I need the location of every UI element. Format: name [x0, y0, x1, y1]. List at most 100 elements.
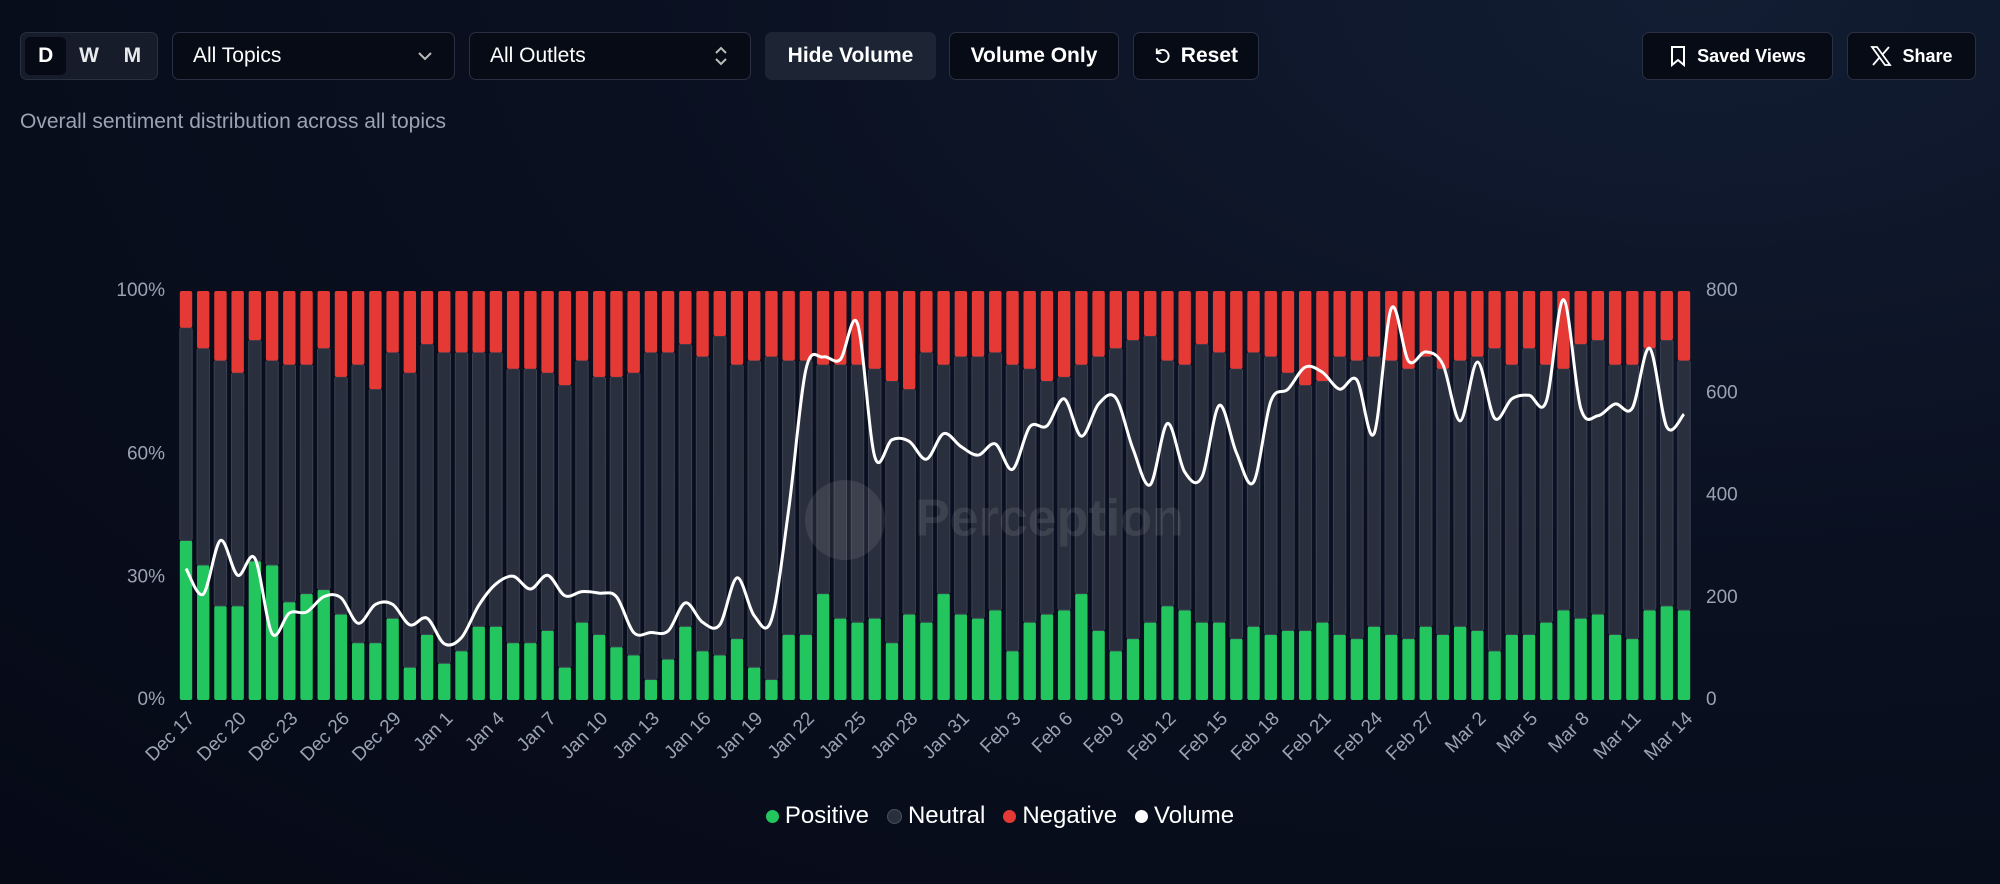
bar-segment [1298, 291, 1312, 386]
bar-segment [1247, 626, 1260, 700]
bar-segment [1522, 634, 1536, 700]
x-tick-label: Mar 11 [1590, 708, 1646, 764]
volume-only-button[interactable]: Volume Only [949, 32, 1119, 80]
bar-segment [1160, 360, 1175, 607]
bar-segment [1298, 630, 1312, 700]
bar-segment [1195, 622, 1209, 700]
bar-segment [506, 642, 520, 700]
topic-select[interactable]: All Topics [172, 32, 455, 80]
watermark-logo [805, 480, 885, 560]
bar-segment [1574, 291, 1587, 345]
bar-segment [1298, 384, 1312, 631]
bar-segment [248, 339, 262, 562]
bar-segment [1540, 622, 1553, 700]
watermark-text: Perception [915, 490, 1184, 548]
legend-item[interactable]: Neutral [886, 802, 985, 830]
bar-segment [1402, 291, 1415, 369]
bar-segment [558, 667, 572, 700]
x-tick-label: Feb 24 [1330, 708, 1387, 765]
bar-segment [386, 618, 399, 700]
bar-segment [300, 593, 313, 700]
bar-segment [1230, 638, 1243, 700]
granularity-toggle: D W M [20, 32, 158, 80]
bar-segment [1144, 622, 1157, 700]
bar-segment [593, 634, 606, 700]
legend-item[interactable]: Volume [1135, 802, 1234, 830]
x-tick-label: Feb 15 [1176, 708, 1233, 765]
x-tick-label: Feb 18 [1227, 708, 1284, 765]
bar-segment [679, 291, 692, 345]
bar-segment [902, 614, 916, 700]
y-tick-label: 30% [127, 566, 165, 587]
bar-segment [454, 351, 469, 652]
bar-segment [1144, 291, 1157, 336]
bar-segment [282, 364, 297, 603]
bar-segment [661, 659, 675, 700]
bar-segment [781, 360, 796, 636]
bar-segment [1178, 291, 1191, 365]
bar-segment [1040, 614, 1054, 700]
legend-item[interactable]: Positive [765, 802, 869, 830]
bar-segment [299, 364, 314, 595]
bar-segment [1178, 610, 1191, 700]
bar-segment [386, 291, 399, 353]
bar-segment [1385, 634, 1398, 700]
bar-segment [748, 291, 761, 361]
bar-segment [420, 291, 434, 345]
bar-segment [213, 360, 228, 607]
legend-swatch [1003, 809, 1017, 823]
legend-item[interactable]: Negative [1003, 802, 1117, 830]
bar-segment [265, 360, 279, 566]
bar-segment [1247, 291, 1260, 353]
bar-segment [782, 291, 795, 361]
x-tick-label: Feb 27 [1382, 708, 1439, 765]
bar-segment [1522, 291, 1536, 349]
share-button[interactable]: Share [1847, 32, 1976, 80]
reset-button[interactable]: Reset [1133, 32, 1259, 80]
bar-segment [524, 291, 537, 369]
hide-volume-button[interactable]: Hide Volume [765, 32, 936, 80]
bar-segment [420, 343, 434, 636]
bar-segment [1453, 291, 1467, 361]
bar-segment [885, 291, 899, 381]
bar-segment [1419, 355, 1433, 627]
granularity-day[interactable]: D [25, 37, 67, 75]
x-tick-label: Jan 1 [410, 708, 458, 756]
bar-segment [661, 351, 675, 660]
x-tick-label: Feb 9 [1080, 708, 1129, 757]
granularity-month[interactable]: M [123, 44, 142, 67]
outlet-select[interactable]: All Outlets [469, 32, 751, 80]
button-label: Saved Views [1697, 45, 1806, 66]
granularity-week[interactable]: W [79, 44, 99, 67]
bar-segment [1281, 372, 1295, 631]
saved-views-button[interactable]: Saved Views [1642, 32, 1833, 80]
bar-segment [868, 291, 881, 369]
bar-segment [1642, 347, 1657, 611]
bar-segment [610, 646, 623, 700]
volume-line [184, 298, 1686, 647]
bar-segment [730, 638, 744, 700]
bar-segment [1591, 614, 1605, 700]
bar-segment [438, 291, 451, 353]
bar-segment [403, 291, 417, 373]
bar-segment [1316, 291, 1329, 381]
bar-segment [1419, 626, 1432, 700]
bar-segment [713, 655, 726, 700]
bar-segment [713, 335, 727, 656]
bar-segment [214, 605, 227, 700]
bar-segment [748, 667, 761, 700]
bar-segment [765, 679, 778, 700]
bar-segment [1281, 291, 1295, 373]
bar-segment [1195, 291, 1209, 345]
bar-segment [1350, 291, 1364, 361]
x-tick-label: Jan 13 [609, 708, 664, 763]
bar-segment [1660, 291, 1673, 341]
bar-segment [455, 650, 468, 700]
bar-segment [1126, 638, 1140, 700]
button-label: Reset [1180, 44, 1238, 67]
bar-segment [1092, 291, 1105, 357]
bar-segment [679, 626, 692, 700]
legend-swatch [1135, 809, 1149, 823]
bar-segment [558, 384, 572, 668]
bar-segment [730, 291, 744, 365]
